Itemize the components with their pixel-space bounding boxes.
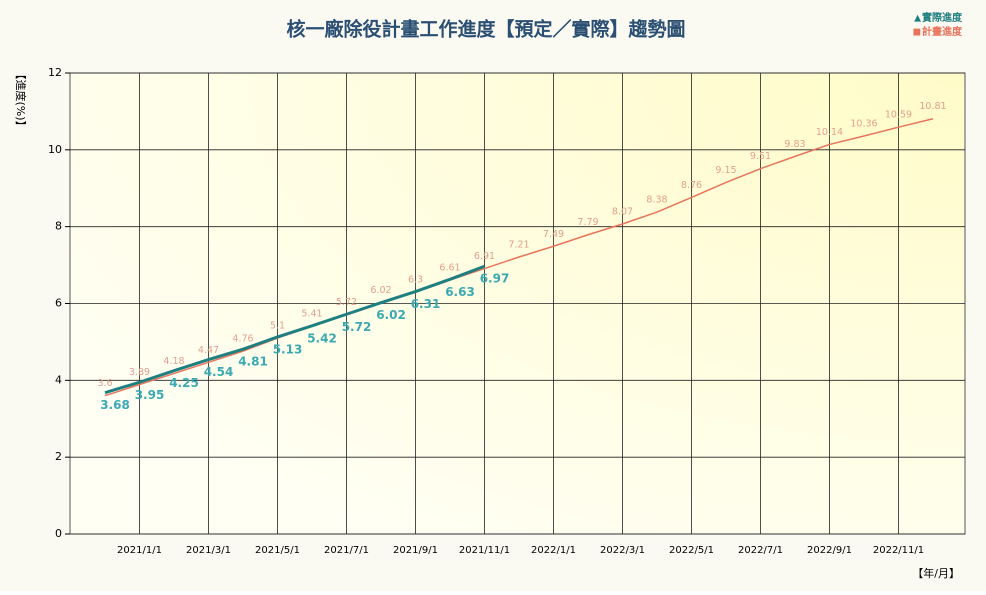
data-label: 9.15 bbox=[715, 165, 736, 176]
data-label: 10.81 bbox=[919, 101, 946, 112]
data-label: 5.41 bbox=[301, 309, 322, 320]
data-label: 10.59 bbox=[885, 110, 912, 121]
data-label: 6.02 bbox=[370, 285, 391, 296]
data-label: 3.89 bbox=[129, 367, 150, 378]
x-tick-label: 2021/5/1 bbox=[255, 545, 300, 556]
y-axis-label: 【進度(%)】 bbox=[14, 68, 28, 131]
x-tick-label: 2021/11/1 bbox=[459, 545, 510, 556]
y-tick-label: 10 bbox=[48, 143, 62, 156]
data-label: 4.81 bbox=[238, 355, 268, 369]
legend-entry: 計畫進度 bbox=[922, 25, 963, 38]
chart-title: 核一廠除役計畫工作進度【預定／實際】趨勢圖 bbox=[286, 18, 685, 41]
series-line bbox=[104, 264, 486, 395]
data-label: 5.72 bbox=[336, 297, 357, 308]
data-label: 6.3 bbox=[408, 274, 423, 285]
data-label: 9.51 bbox=[750, 151, 771, 162]
data-label: 5.42 bbox=[307, 331, 337, 345]
x-tick-label: 2021/9/1 bbox=[393, 545, 438, 556]
data-label: 8.76 bbox=[681, 180, 702, 191]
data-label: 4.25 bbox=[169, 376, 199, 390]
y-tick-label: 8 bbox=[55, 220, 62, 233]
data-label: 8.07 bbox=[612, 206, 633, 217]
data-label: 7.21 bbox=[508, 240, 529, 251]
x-tick-label: 2021/7/1 bbox=[324, 545, 369, 556]
x-tick-label: 2021/1/1 bbox=[117, 545, 162, 556]
x-tick-label: 2022/5/1 bbox=[669, 545, 714, 556]
data-label: 3.6 bbox=[97, 378, 112, 389]
data-label: 6.61 bbox=[439, 263, 460, 274]
data-label: 7.49 bbox=[543, 229, 564, 240]
x-tick-label: 2022/9/1 bbox=[807, 545, 852, 556]
data-label: 3.68 bbox=[100, 398, 130, 412]
data-label: 6.31 bbox=[411, 297, 441, 311]
y-tick-label: 4 bbox=[55, 373, 62, 386]
y-tick-label: 6 bbox=[55, 297, 62, 310]
x-axis-label: 【年/月】 bbox=[912, 566, 960, 580]
data-label: 9.83 bbox=[784, 139, 805, 150]
data-label: 4.18 bbox=[163, 356, 184, 367]
data-label: 7.79 bbox=[577, 217, 598, 228]
data-label: 6.97 bbox=[480, 272, 510, 286]
series-line bbox=[104, 117, 934, 397]
data-label: 6.91 bbox=[474, 251, 495, 262]
data-label: 5.13 bbox=[273, 342, 303, 356]
y-tick-label: 12 bbox=[48, 66, 62, 79]
data-label: 10.36 bbox=[850, 119, 877, 130]
data-label: 8.38 bbox=[646, 195, 667, 206]
x-tick-label: 2021/3/1 bbox=[186, 545, 231, 556]
legend-marker: ▲ bbox=[914, 14, 921, 24]
y-tick-label: 2 bbox=[55, 450, 62, 463]
x-tick-label: 2022/11/1 bbox=[873, 545, 924, 556]
data-label: 6.63 bbox=[445, 285, 475, 299]
data-label: 5.72 bbox=[342, 320, 372, 334]
data-label: 4.54 bbox=[204, 365, 234, 379]
data-label: 4.47 bbox=[198, 345, 219, 356]
data-label: 3.95 bbox=[135, 388, 165, 402]
data-label: 10.14 bbox=[816, 127, 843, 138]
legend-entry: 實際進度 bbox=[922, 11, 963, 24]
data-label: 4.76 bbox=[232, 334, 253, 345]
x-tick-label: 2022/1/1 bbox=[531, 545, 576, 556]
x-tick-label: 2022/3/1 bbox=[600, 545, 645, 556]
data-label: 5.1 bbox=[270, 321, 285, 332]
legend-marker: ■ bbox=[912, 28, 921, 38]
x-tick-label: 2022/7/1 bbox=[738, 545, 783, 556]
y-tick-label: 0 bbox=[55, 527, 62, 540]
data-label: 6.02 bbox=[376, 308, 406, 322]
